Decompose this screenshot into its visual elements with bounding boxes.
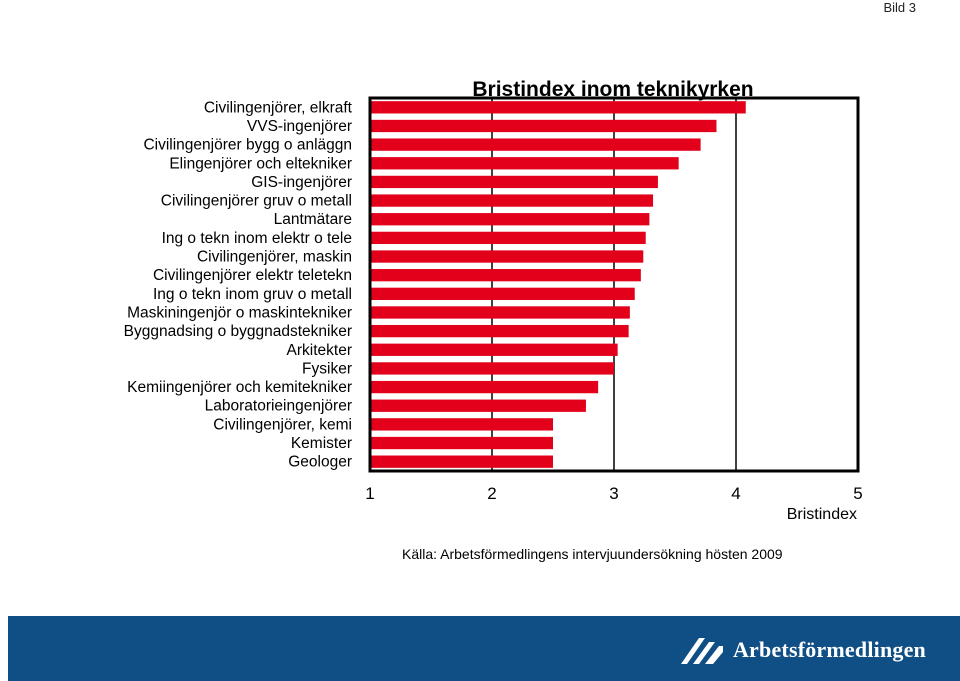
bar-chart: Bristindex inom teknikyrken Civilingenjö… [124,78,863,562]
x-tick-label-3: 3 [609,484,618,503]
category-label-14: Fysiker [302,360,352,377]
bars [370,101,746,468]
x-tick-label-1: 1 [365,484,374,503]
category-label-10: Ing o tekn inom gruv o metall [153,286,352,303]
category-label-8: Civilingenjörer, maskin [197,249,352,266]
category-label-9: Civilingenjörer elektr teletekn [153,267,352,284]
slide-number-label: Bild 3 [883,0,916,15]
category-label-16: Laboratorieingenjörer [205,398,352,415]
x-tick-label-4: 4 [731,484,740,503]
chart-title: Bristindex inom teknikyrken [472,78,753,101]
bar-2 [370,138,701,151]
bar-6 [370,213,650,226]
source-note: Källa: Arbetsförmedlingens intervjuunder… [402,546,783,562]
bar-7 [370,231,646,245]
bar-3 [370,157,679,170]
category-label-19: Geologer [288,454,352,471]
bar-17 [370,418,553,431]
brand-name: Arbetsförmedlingen [732,637,926,662]
category-label-15: Kemiingenjörer och kemitekniker [127,379,352,396]
brand-logo: Arbetsförmedlingen [679,634,926,666]
category-label-7: Ing o tekn inom elektr o tele [162,230,352,247]
category-label-18: Kemister [291,435,352,452]
x-tick-labels: 1 2 3 4 5 [365,484,862,503]
bar-8 [370,250,644,263]
bar-10 [370,287,635,300]
category-labels: Civilingenjörer, elkraft VVS-ingenjörer Ci… [124,99,353,470]
bar-5 [370,194,654,207]
bar-0 [370,101,746,114]
bar-12 [370,324,629,338]
category-label-11: Maskiningenjör o maskintekniker [127,304,352,321]
footer-bar: Arbetsförmedlingen [8,616,960,681]
category-label-6: Lantmätare [274,211,352,228]
category-label-12: Byggnadsing o byggnadstekniker [124,323,352,340]
category-label-5: Civilingenjörer gruv o metall [161,193,352,210]
category-label-3: Elingenjörer och eltekniker [169,155,352,172]
category-label-0: Civilingenjörer, elkraft [204,99,353,116]
bar-9 [370,269,641,282]
x-tick-label-5: 5 [853,484,862,503]
bar-13 [370,343,618,356]
plot-area-frame [368,96,860,473]
bar-16 [370,399,586,412]
x-tick-label-2: 2 [487,484,496,503]
category-label-2: Civilingenjörer bygg o anläggn [143,137,352,154]
category-label-4: GIS-ingenjörer [251,174,352,191]
bar-11 [370,306,630,319]
bar-1 [370,119,717,133]
arbetsformedlingen-logo-icon [680,638,723,664]
category-label-1: VVS-ingenjörer [247,118,352,135]
category-label-13: Arkitekter [287,342,352,359]
bar-19 [370,455,553,468]
bar-15 [370,380,599,394]
grid-lines [491,98,737,471]
category-label-17: Civilingenjörer, kemi [213,416,352,433]
bar-14 [370,362,614,375]
x-axis-label: Bristindex [787,506,857,523]
bar-4 [370,175,658,189]
bar-18 [370,436,553,450]
